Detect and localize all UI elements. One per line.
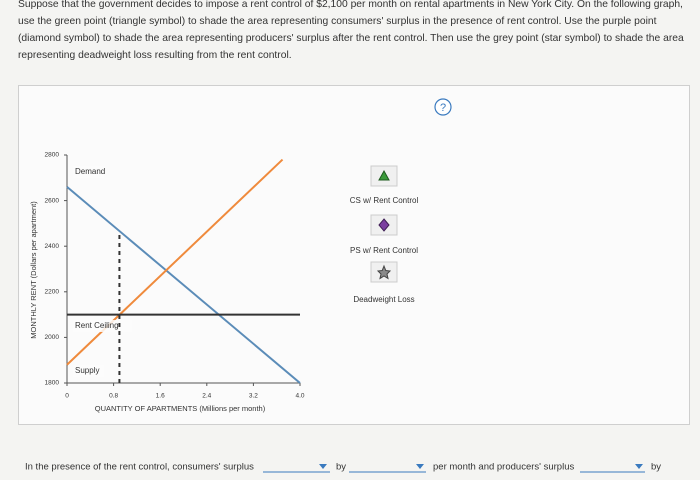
palette-label: CS w/ Rent Control (350, 196, 419, 205)
curve-label: Demand (75, 167, 105, 176)
x-tick-label: 4.0 (295, 393, 304, 400)
curve (66, 186, 301, 384)
answer-text: In the presence of the rent control, con… (25, 462, 254, 473)
dropdown-arrow[interactable] (635, 464, 643, 469)
y-tick-label: 1800 (45, 380, 60, 387)
curve-label: Rent Ceiling (75, 321, 119, 330)
curve (66, 158, 284, 366)
palette-label: PS w/ Rent Control (350, 246, 418, 255)
y-tick-label: 2000 (45, 334, 60, 341)
x-axis-title: QUANTITY OF APARTMENTS (Millions per mon… (95, 404, 266, 413)
x-tick-label: 0.8 (109, 393, 118, 400)
answer-text: by (336, 462, 346, 473)
question-text: Suppose that the government decides to i… (18, 0, 684, 61)
x-tick-label: 1.6 (156, 393, 165, 400)
x-tick-label: 0 (65, 393, 69, 400)
y-axis-title: MONTHLY RENT (Dollars per apartment) (29, 201, 38, 339)
curve-label-bg (73, 365, 105, 377)
star-tool[interactable] (376, 264, 392, 280)
y-tick-label: 2600 (45, 197, 60, 204)
x-tick-label: 3.2 (249, 393, 258, 400)
help-button[interactable] (434, 98, 452, 116)
palette-label: Deadweight Loss (353, 295, 414, 304)
x-tick-label: 2.4 (202, 393, 211, 400)
triangle-tool[interactable] (378, 169, 390, 181)
graph-panel (18, 85, 690, 425)
y-tick-label: 2400 (45, 243, 60, 250)
answer-text: by (651, 462, 661, 473)
curve-label-bg (73, 320, 133, 332)
answer-text: per month and producers' surplus (433, 462, 574, 473)
diamond-tool[interactable] (378, 218, 390, 232)
curve-label-bg (73, 166, 105, 178)
dropdown-arrow[interactable] (416, 464, 424, 469)
help-icon[interactable]: ? (440, 102, 446, 114)
y-tick-label: 2200 (45, 289, 60, 296)
y-tick-label: 2800 (45, 152, 60, 159)
dropdown-arrow[interactable] (319, 464, 327, 469)
curve-label: Supply (75, 366, 99, 375)
